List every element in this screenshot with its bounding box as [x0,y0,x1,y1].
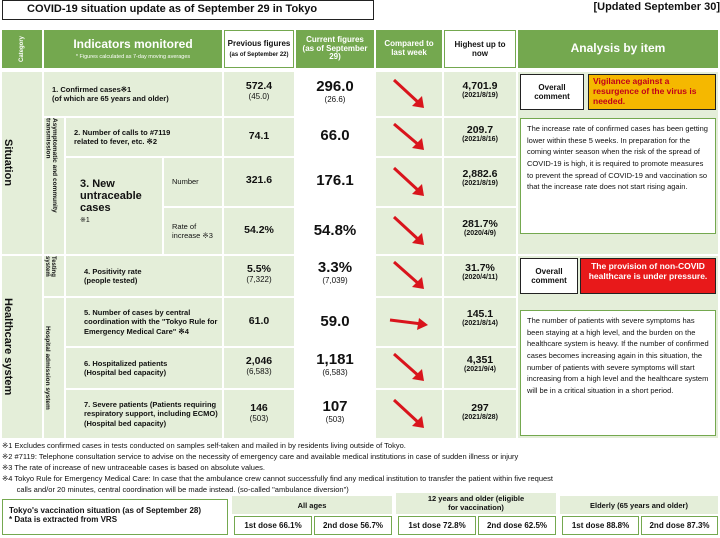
footnote: ※3 The rate of increase of new untraceab… [2,463,265,472]
prev-untraceable-rate: 54.2% [224,208,294,254]
prev-calls: 74.1 [224,118,294,156]
trend-down-arrow-icon [376,118,442,156]
row-label-confirmed: 1. Confirmed cases※1 (of which are 65 yea… [44,72,222,116]
footnote: ※1 Excludes confirmed cases in tests con… [2,441,406,450]
situation-comment: Vigilance against a resurgence of the vi… [588,74,716,110]
vaccine-group-12plus: 12 years and older (eligible for vaccina… [396,493,556,514]
high-hospitalized: 4,351 (2021/9/4) [444,348,516,388]
prev-positivity: 5.5% (7,322) [224,256,294,296]
cur-severe: 107 (503) [296,390,374,438]
high-tokyo-rule: 145.1 (2021/8/14) [444,298,516,346]
subsection-hospital: Hospital admission system [44,298,64,438]
trend-down-arrow-icon [376,208,442,254]
footnotes: ※1 Excludes confirmed cases in tests con… [0,440,720,495]
trend-down-arrow-icon [376,390,442,438]
high-untraceable-rate: 281.7% (2020/4/9) [444,208,516,254]
vaccination-note: * Data is extracted from VRS [9,515,118,524]
overall-comment-label: Overall comment [520,258,578,294]
trend-down-arrow-icon [376,158,442,206]
header-current: Current figures (as of September 29) [296,30,374,68]
prev-severe: 146 (503) [224,390,294,438]
prev-confirmed: 572.4 (45.0) [224,72,294,116]
trend-down-arrow-icon [376,348,442,388]
vaccine-group-all: All ages [232,496,392,514]
row-label-severe: 7. Severe patients (Patients requiring r… [66,390,222,438]
high-severe: 297 (2021/8/28) [444,390,516,438]
row-label-calls: 2. Number of calls to #7119 related to fe… [66,118,222,156]
vaccination-box: Tokyo's vaccination situation (as of Sep… [2,499,228,535]
high-calls: 209.7 (2021/8/16) [444,118,516,156]
high-untraceable-number: 2,882.6 (2021/8/19) [444,158,516,206]
vaccine-12plus-dose2: 2nd dose 62.5% [478,516,556,535]
row-label-tokyo-rule: 5. Number of cases by central coordinati… [66,298,222,346]
vaccine-all-dose1: 1st dose 66.1% [234,516,312,535]
footnote: ※2 #7119: Telephone consultation service… [2,452,519,461]
updated-date: [Updated September 30] [593,1,720,13]
vaccine-group-elderly: Elderly (65 years and older) [560,496,718,514]
row-sublabel-rate: Rate of increase ※3 [164,208,222,254]
footnote: ※4 Tokyo Rule for Emergency Medical Care… [2,474,554,483]
prev-hospitalized: 2,046 (6,583) [224,348,294,388]
footnote: calls and/or 20 minutes, central coordin… [2,485,349,494]
header-highest: Highest up to now [444,30,516,68]
page-title: COVID-19 situation update as of Septembe… [2,0,374,20]
situation-analysis-text: The increase rate of confirmed cases has… [520,118,716,234]
header-previous: Previous figures (as of September 22) [224,30,294,68]
subsection-testing: Testing system [44,256,64,296]
cur-confirmed: 296.0 (26.6) [296,72,374,116]
cur-untraceable-number: 176.1 [296,158,374,206]
high-confirmed: 4,701.9 (2021/8/19) [444,72,516,116]
prev-tokyo-rule: 61.0 [224,298,294,346]
vaccination-title: Tokyo's vaccination situation (as of Sep… [9,506,202,515]
row-label-positivity: 4. Positivity rate (people tested) [66,256,222,296]
row-sublabel-number: Number [164,158,222,206]
header-indicators: Indicators monitored * Figures calculate… [44,30,222,68]
section-situation: Situation [2,72,42,254]
prev-untraceable-number: 321.6 [224,158,294,206]
healthcare-comment: The provision of non-COVID healthcare is… [580,258,716,294]
cur-positivity: 3.3% (7,039) [296,256,374,296]
cur-untraceable-rate: 54.8% [296,208,374,254]
row-label-untraceable: 3. New untraceable cases ※1 [66,158,162,254]
vaccine-elderly-dose1: 1st dose 88.8% [562,516,639,535]
header-category: Category [2,30,42,68]
cur-tokyo-rule: 59.0 [296,298,374,346]
cur-calls: 66.0 [296,118,374,156]
vaccine-12plus-dose1: 1st dose 72.8% [398,516,476,535]
healthcare-analysis-text: The number of patients with severe sympt… [520,310,716,436]
trend-down-arrow-icon [376,72,442,116]
trend-down-arrow-icon [376,256,442,296]
cur-hospitalized: 1,181 (6,583) [296,348,374,388]
header-compared: Compared to last week [376,30,442,68]
overall-comment-label: Overall comment [520,74,584,110]
section-healthcare: Healthcare system [2,256,42,438]
vaccine-elderly-dose2: 2nd dose 87.3% [641,516,718,535]
subsection-asymptomatic: Asymptomatic and community transmission [44,118,64,254]
header-analysis: Analysis by item [518,30,718,68]
trend-slight-down-arrow-icon [376,298,442,346]
high-positivity: 31.7% (2020/4/11) [444,256,516,296]
row-label-hospitalized: 6. Hospitalized patients (Hospital bed ca… [66,348,222,388]
vaccine-all-dose2: 2nd dose 56.7% [314,516,392,535]
